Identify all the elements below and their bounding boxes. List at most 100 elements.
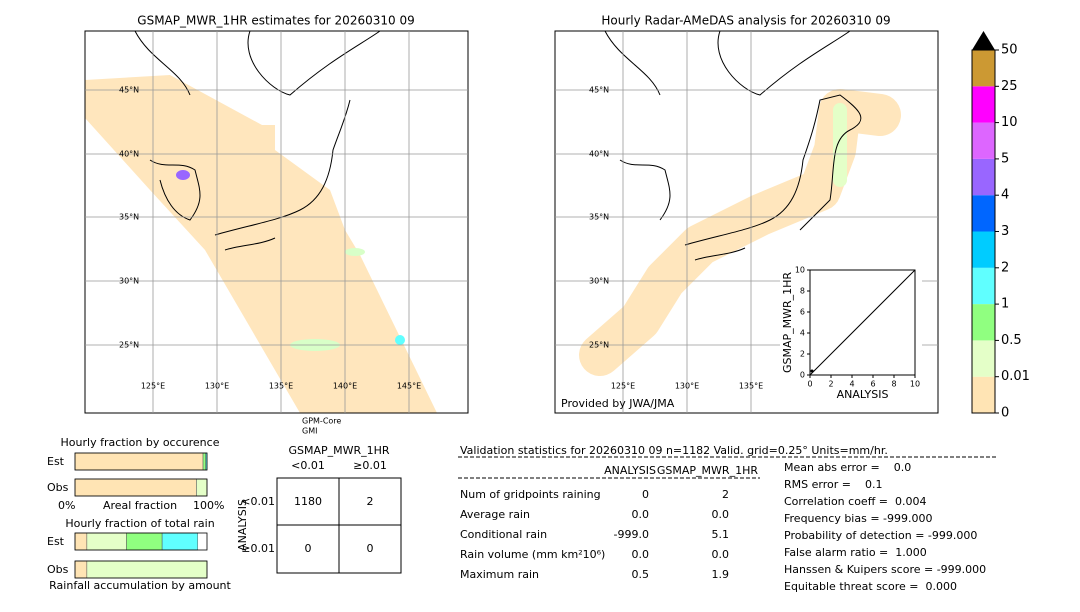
column-label: ANALYSIS [604,464,656,477]
lat-label: 30°N [119,277,139,286]
stat-value: 0 [642,488,649,501]
panel-title: Hourly fraction of total rain [65,517,214,530]
stat-value: 0.5 [632,568,650,581]
fraction-segment [126,532,163,551]
x-tick-label: 4 [849,380,854,389]
stat-value: 0.0 [712,548,730,561]
satellite-swath [85,75,437,413]
stat-label: Num of gridpoints raining [460,488,601,501]
bar-frame [74,452,208,471]
score: False alarm ratio = 1.000 [784,546,927,559]
y-tick-label: 0 [800,371,805,380]
stat-label: Maximum rain [460,568,539,581]
colorbar-swatch [972,86,995,123]
row-label: ≥0.01 [241,542,275,555]
lat-label: 40°N [119,150,139,159]
lon-label: 130°E [205,382,229,391]
colorbar-label: 2 [1001,260,1009,275]
y-tick-label: 8 [800,287,805,296]
fraction-segment [161,532,199,551]
diagonal [809,269,916,376]
stat-label: Conditional rain [460,528,547,541]
colorbar-swatch [972,50,995,87]
column-label: GSMAP_MWR_1HR [657,464,758,477]
stat-value: 1.9 [712,568,730,581]
colorbar-label: 10 [1001,115,1018,130]
stat-label: Rain volume (mm km²10⁶) [460,548,605,561]
stats-header: Validation statistics for 20260310 09 n=… [460,444,888,457]
fraction-segment [74,478,197,497]
x-tick-label: 2 [828,380,833,389]
stat-label: Average rain [460,508,530,521]
lat-label: 25°N [119,341,139,350]
colorbar-label: 0.01 [1001,369,1030,384]
right-map-border [554,30,939,414]
lon-label: 125°E [141,382,165,391]
stat-value: 2 [722,488,729,501]
colorbar-extend [972,31,995,50]
lon-label: 125°E [611,382,635,391]
lat-label: 40°N [589,150,609,159]
score: Probability of detection = -999.000 [784,529,977,542]
stat-value: 0.0 [632,508,650,521]
colorbar-label: 4 [1001,188,1009,203]
table-cell: 0 [305,542,312,555]
right-map-title: Hourly Radar-AMeDAS analysis for 2026031… [601,14,890,28]
lat-label: 30°N [589,277,609,286]
bar-frame [74,560,208,579]
x-tick-label: 10 [910,380,920,389]
left-map-border [84,30,469,414]
y-tick-label: 6 [800,308,805,317]
x-axis-label: Rainfall accumulation by amount [49,579,231,592]
colorbar-label: 3 [1001,224,1009,239]
axis-end-label: 100% [193,499,224,512]
lat-label: 25°N [589,341,609,350]
footnote: GPM-Core [302,417,341,426]
table-cell: 0 [367,542,374,555]
score: RMS error = 0.1 [784,478,882,491]
lon-label: 145°E [397,382,421,391]
fraction-segment [196,478,208,497]
column-label: ≥0.01 [353,459,387,472]
stat-value: 0.0 [632,548,650,561]
fraction-segment [74,560,88,579]
colorbar-label: 5 [1001,151,1009,166]
scatter-frame [809,269,916,376]
lon-label: 140°E [333,382,357,391]
score: Equitable threat score = 0.000 [784,580,957,593]
table-cell: 1180 [294,495,322,508]
colorbar-label: 50 [1001,43,1018,58]
colorbar-label: 0.5 [1001,333,1022,348]
lat-label: 35°N [589,213,609,222]
colorbar-label: 0 [1001,406,1009,421]
row-axis-label: ANALYSIS [236,499,249,551]
colorbar-swatch [972,267,995,305]
scatter-background [780,265,922,400]
colorbar-swatch [972,158,995,196]
row-label: Est [47,455,65,468]
rain-area [176,170,190,180]
colorbar-swatch [972,122,995,159]
y-axis-label: GSMAP_MWR_1HR [781,272,794,373]
score: Mean abs error = 0.0 [784,461,911,474]
scatter-point [810,369,814,373]
colorbar-label: 25 [1001,79,1018,94]
stat-value: 0.0 [712,508,730,521]
x-tick-label: 8 [891,380,896,389]
rain-area [395,335,405,345]
panel-title: Hourly fraction by occurence [61,436,220,449]
fraction-segment [86,560,208,579]
score: Correlation coeff = 0.004 [784,495,926,508]
table-title: GSMAP_MWR_1HR [288,444,389,457]
axis-end-label: 0% [58,499,75,512]
fraction-segment [86,532,127,551]
fraction-segment [74,532,88,551]
colorbar-swatch [972,231,995,268]
score: Frequency bias = -999.000 [784,512,933,525]
x-tick-label: 0 [807,380,812,389]
lon-label: 135°E [739,382,763,391]
y-tick-label: 2 [800,350,805,359]
lat-label: 45°N [119,86,139,95]
stat-value: -999.0 [614,528,649,541]
